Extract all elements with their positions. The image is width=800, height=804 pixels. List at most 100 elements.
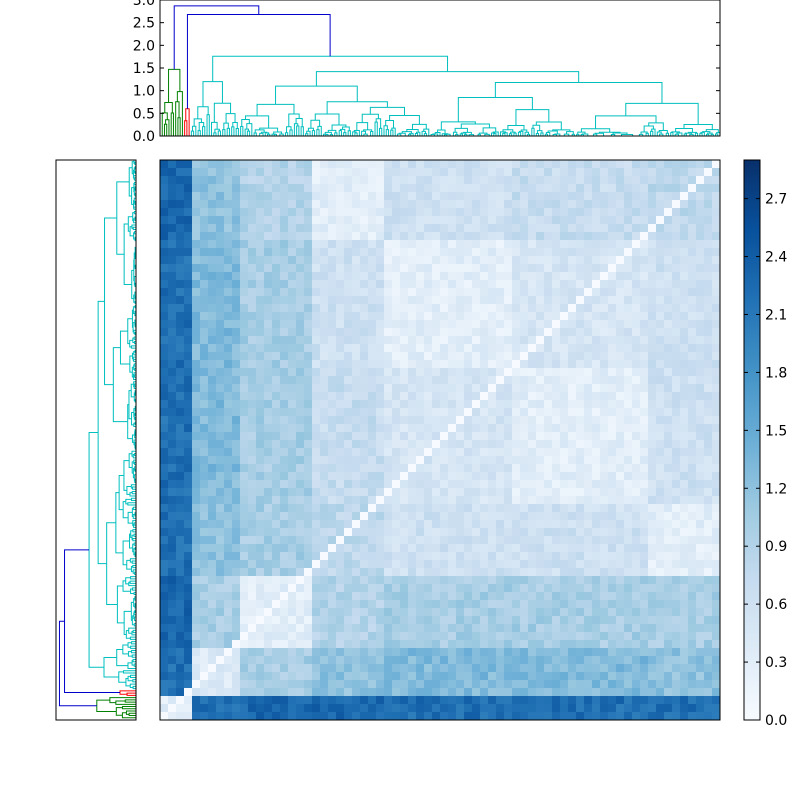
heatmap-cell [624,432,632,440]
heatmap-cell [432,400,440,408]
heatmap-cell [296,648,304,656]
heatmap-cell [320,552,328,560]
heatmap-cell [584,248,592,256]
heatmap-cell [416,480,424,488]
heatmap-cell [456,464,464,472]
heatmap-cell [248,616,256,624]
heatmap-cell [560,488,568,496]
heatmap-cell [256,416,264,424]
heatmap-cell [504,672,512,680]
heatmap-cell [224,600,232,608]
heatmap-cell [640,408,648,416]
heatmap-cell [360,248,368,256]
heatmap-cell [200,224,208,232]
heatmap-cell [368,280,376,288]
heatmap-cell [496,616,504,624]
heatmap-cell [216,672,224,680]
heatmap-cell [272,280,280,288]
heatmap-cell [456,496,464,504]
heatmap-cell [496,304,504,312]
heatmap-cell [520,168,528,176]
heatmap-cell [296,512,304,520]
heatmap-cell [576,568,584,576]
heatmap-cell [704,176,712,184]
heatmap-cell [312,208,320,216]
heatmap-cell [624,632,632,640]
heatmap-cell [392,440,400,448]
heatmap-cell [560,536,568,544]
heatmap-cell [320,488,328,496]
heatmap-cell [696,656,704,664]
heatmap-cell [664,472,672,480]
heatmap-cell [496,480,504,488]
heatmap-cell [184,616,192,624]
heatmap-cell [384,160,392,168]
heatmap-cell [232,352,240,360]
heatmap-cell [600,352,608,360]
heatmap-cell [176,512,184,520]
heatmap-cell [528,624,536,632]
heatmap-cell [368,208,376,216]
heatmap-cell [232,576,240,584]
heatmap-cell [224,168,232,176]
heatmap-cell [256,552,264,560]
heatmap-cell [456,512,464,520]
heatmap-cell [392,328,400,336]
heatmap-cell [624,400,632,408]
heatmap-cell [184,608,192,616]
heatmap-cell [552,392,560,400]
heatmap-cell [704,248,712,256]
heatmap-cell [392,192,400,200]
heatmap-cell [304,472,312,480]
heatmap-cell [296,576,304,584]
heatmap-cell [176,360,184,368]
heatmap-cell [496,624,504,632]
heatmap-cell [232,560,240,568]
heatmap-cell [376,536,384,544]
heatmap-cell [176,504,184,512]
heatmap-cell [208,360,216,368]
heatmap-cell [224,560,232,568]
heatmap-cell [384,480,392,488]
heatmap-cell [648,648,656,656]
heatmap-cell [672,504,680,512]
heatmap-cell [392,248,400,256]
heatmap-cell [664,432,672,440]
heatmap-cell [464,208,472,216]
heatmap-cell [512,176,520,184]
heatmap-cell [336,360,344,368]
heatmap-cell [408,424,416,432]
heatmap-cell [176,640,184,648]
heatmap-cell [480,528,488,536]
heatmap-cell [424,520,432,528]
heatmap-cell [544,344,552,352]
heatmap-cell [680,176,688,184]
heatmap-cell [656,232,664,240]
heatmap-cell [200,288,208,296]
left-dendrogram-link [123,671,136,673]
heatmap-cell [536,392,544,400]
heatmap-cell [312,160,320,168]
left-dendrogram-link [130,637,136,639]
heatmap-cell [264,488,272,496]
top-dendrogram-link [191,131,193,136]
heatmap-cell [208,304,216,312]
heatmap-cell [392,640,400,648]
heatmap-cell [552,480,560,488]
heatmap-cell [168,640,176,648]
heatmap-cell [328,600,336,608]
heatmap-cell [496,512,504,520]
heatmap-cell [552,528,560,536]
heatmap-cell [232,336,240,344]
heatmap-cell [416,344,424,352]
heatmap-cell [560,552,568,560]
heatmap-cell [464,520,472,528]
heatmap-cell [184,536,192,544]
top-dendrogram-link [392,128,395,136]
heatmap-cell [704,208,712,216]
heatmap-cell [304,296,312,304]
heatmap-cell [272,624,280,632]
heatmap-cell [328,544,336,552]
heatmap-cell [656,400,664,408]
heatmap-cell [432,464,440,472]
